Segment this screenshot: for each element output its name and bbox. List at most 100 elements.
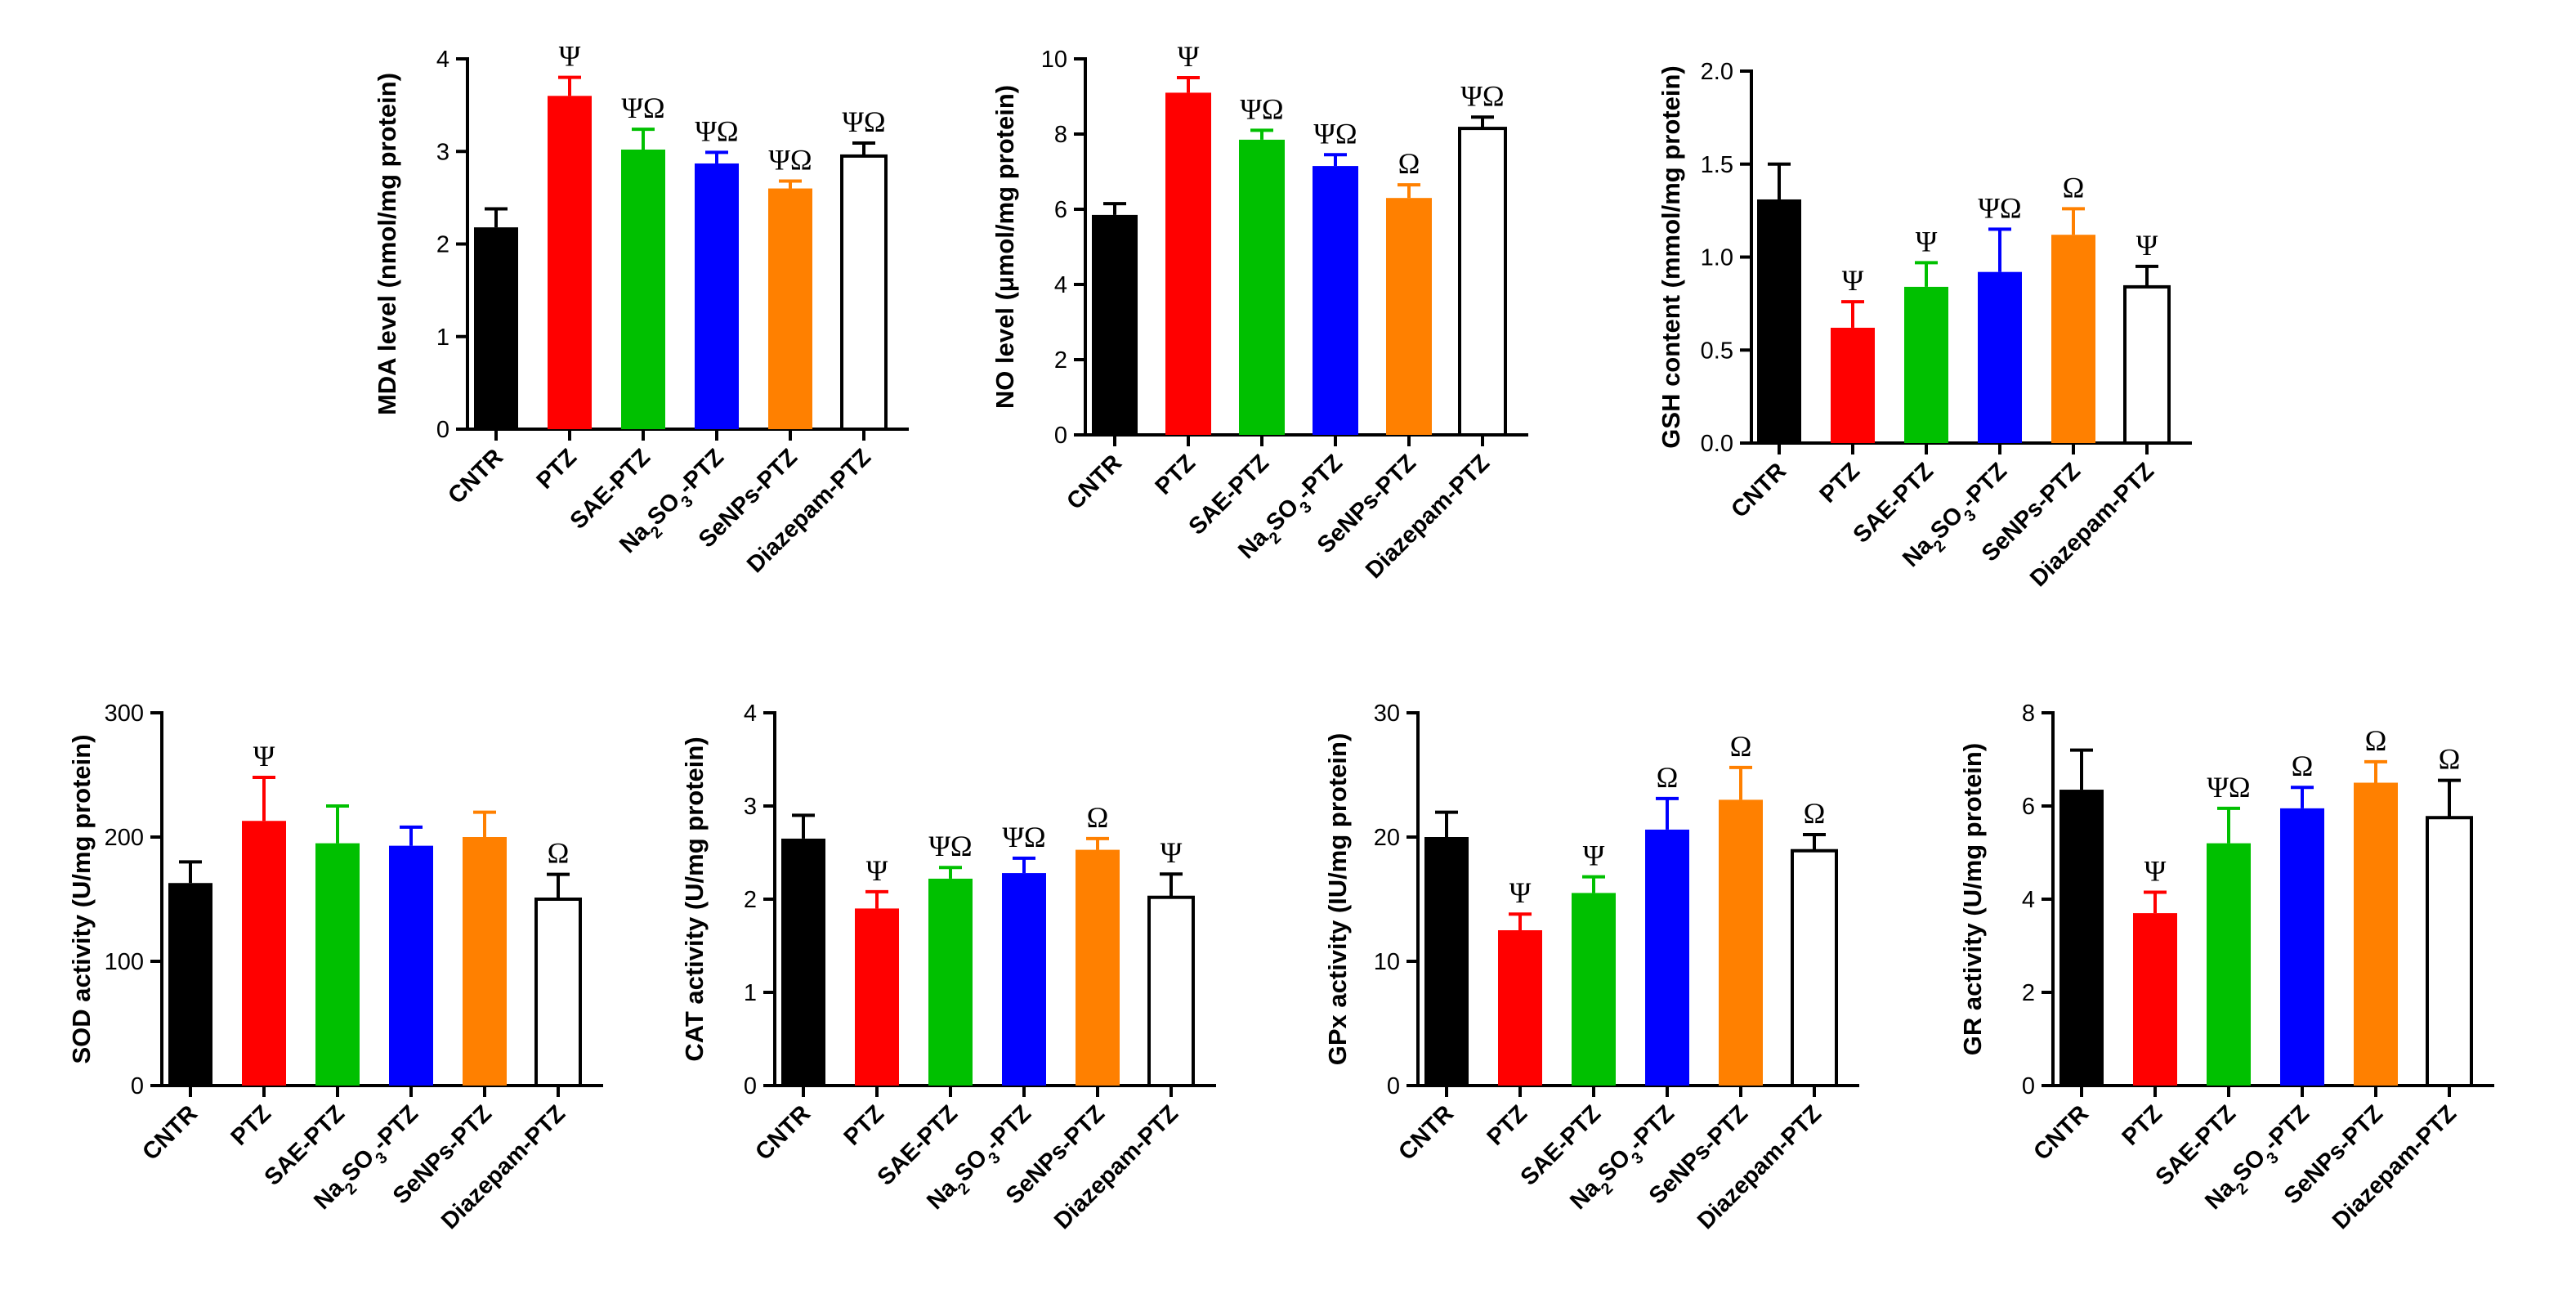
bar-diazepam-ptz — [534, 898, 582, 1087]
bar-na2so3-ptz — [1002, 873, 1046, 1086]
y-axis-title: GPx activity (IU/mg protein) — [1323, 733, 1352, 1066]
x-tick-label-ptz: PTZ — [1151, 450, 1201, 499]
significance-mark: ΨΩ — [695, 114, 738, 147]
significance-mark: ΨΩ — [1313, 117, 1357, 150]
x-tick-label-sae-ptz: SAE-PTZ — [1516, 1100, 1606, 1190]
y-tick-label: 8 — [2022, 701, 2035, 727]
bar-diazepam-ptz — [1791, 848, 1838, 1087]
y-tick-label: 4 — [744, 701, 757, 727]
label-part: SO — [337, 1144, 379, 1187]
y-tick-label: 0.5 — [1701, 338, 1733, 364]
significance-mark: ΨΩ — [1240, 92, 1283, 125]
significance-mark: ΨΩ — [928, 830, 972, 862]
bar-sae-ptz — [1572, 893, 1616, 1086]
label-part: -PTZ — [1292, 450, 1348, 505]
x-tick-label-ptz: PTZ — [1815, 458, 1865, 508]
x-tick-label-ptz: PTZ — [226, 1100, 276, 1150]
y-tick-label: 3 — [744, 794, 757, 820]
y-tick-label: 2.0 — [1701, 59, 1733, 85]
significance-mark: Ψ — [1509, 876, 1532, 909]
bar-senps-ptz — [768, 188, 812, 430]
significance-mark: Ψ — [1178, 40, 1200, 73]
x-tick-label-cntr: CNTR — [1393, 1100, 1459, 1166]
significance-mark: Ψ — [2136, 229, 2158, 262]
label-part: Na — [1233, 524, 1273, 564]
significance-mark: ΨΩ — [1002, 821, 1045, 853]
label-part: -PTZ — [1624, 1100, 1679, 1156]
y-tick-label: 10 — [1374, 949, 1400, 975]
significance-mark: Ω — [1804, 797, 1826, 830]
panel-cat: 0 1 2 3 4 CAT activity (U/mg protein) CNTR Ψ PTZ… — [680, 701, 1216, 1234]
y-axis-title: MDA level (nmol/mg protein) — [373, 73, 401, 415]
y-tick-label: 0.0 — [1701, 431, 1733, 457]
bar-ptz — [1165, 92, 1211, 436]
y-tick-label: 100 — [105, 949, 144, 975]
label-part: SO — [1925, 502, 1968, 544]
x-tick-label-sae-ptz: SAE-PTZ — [1184, 450, 1274, 540]
bar-cntr — [1424, 837, 1469, 1086]
bar-sae-ptz — [1239, 139, 1285, 435]
label-part: Na — [2200, 1175, 2240, 1215]
y-tick-label: 4 — [1054, 272, 1067, 298]
significance-mark: Ψ — [866, 854, 888, 887]
x-tick-label-cntr: CNTR — [750, 1100, 816, 1166]
y-tick-label: 1 — [744, 980, 757, 1006]
significance-mark: Ω — [2063, 171, 2085, 204]
y-tick-label: 0 — [131, 1073, 144, 1099]
x-tick-label-diazepam-ptz: Diazepam-PTZ — [2328, 1100, 2462, 1234]
bar-diazepam-ptz — [1458, 127, 1507, 437]
bar-sae-ptz — [315, 843, 360, 1086]
bar-diazepam-ptz — [2426, 816, 2473, 1087]
label-part: Na — [922, 1175, 962, 1215]
y-tick-label: 0 — [1387, 1073, 1400, 1099]
bar-diazepam-ptz — [1147, 895, 1195, 1087]
label-part: -PTZ — [981, 1100, 1036, 1156]
y-tick-label: 2 — [2022, 980, 2035, 1006]
bar-ptz — [855, 908, 899, 1086]
panel-gr: 0 2 4 6 8 GR activity (U/mg protein) CNTR Ψ PTZ Ψ… — [1958, 701, 2494, 1234]
bar-ptz — [242, 821, 286, 1086]
significance-mark: Ψ — [559, 40, 581, 73]
y-tick-label: 8 — [1054, 122, 1067, 148]
bar-ptz — [548, 96, 592, 430]
significance-mark: Ψ — [1842, 264, 1864, 297]
y-tick-label: 6 — [1054, 197, 1067, 223]
x-tick-label-ptz: PTZ — [532, 444, 582, 494]
bar-senps-ptz — [463, 837, 507, 1086]
significance-mark: Ψ — [1916, 225, 1938, 257]
x-tick-label-cntr: CNTR — [1726, 458, 1791, 523]
y-tick-label: 0 — [436, 417, 449, 443]
label-part: SO — [1261, 494, 1304, 536]
significance-mark: Ψ — [1583, 840, 1605, 872]
bar-cntr — [1092, 214, 1138, 435]
x-tick-label-cntr: CNTR — [443, 444, 508, 509]
significance-mark: Ω — [2365, 724, 2387, 757]
y-tick-label: 6 — [2022, 794, 2035, 820]
x-tick-label-diazepam-ptz: Diazepam-PTZ — [2025, 458, 2159, 592]
y-tick-label: 200 — [105, 825, 144, 851]
significance-mark: Ω — [1657, 761, 1679, 794]
significance-mark: ΨΩ — [1978, 191, 2021, 224]
x-tick-label-sae-ptz: SAE-PTZ — [1849, 458, 1939, 548]
bar-senps-ptz — [1719, 799, 1763, 1086]
bar-sae-ptz — [621, 149, 665, 430]
bar-ptz — [1831, 327, 1875, 443]
label-part: SO — [950, 1144, 992, 1187]
y-tick-label: 300 — [105, 701, 144, 727]
label-part: Na — [615, 518, 655, 558]
significance-mark: Ω — [2439, 743, 2461, 776]
bar-sae-ptz — [928, 878, 973, 1086]
x-tick-label-ptz: PTZ — [1483, 1100, 1532, 1150]
significance-mark: Ω — [548, 837, 570, 870]
y-tick-label: 10 — [1041, 47, 1067, 73]
x-tick-label-cntr: CNTR — [137, 1100, 203, 1166]
significance-mark: Ω — [1087, 801, 1109, 834]
y-axis-title: NO level (μmol/mg protein) — [991, 85, 1019, 409]
significance-mark: ΨΩ — [621, 92, 664, 124]
x-tick-label-diazepam-ptz: Diazepam-PTZ — [436, 1100, 570, 1234]
panel-mda: 0 1 2 3 4 MDA level (nmol/mg protein) CNTR Ψ PTZ… — [373, 40, 909, 578]
y-tick-label: 2 — [744, 887, 757, 913]
label-part: SO — [642, 488, 685, 531]
y-tick-label: 0 — [1054, 423, 1067, 449]
